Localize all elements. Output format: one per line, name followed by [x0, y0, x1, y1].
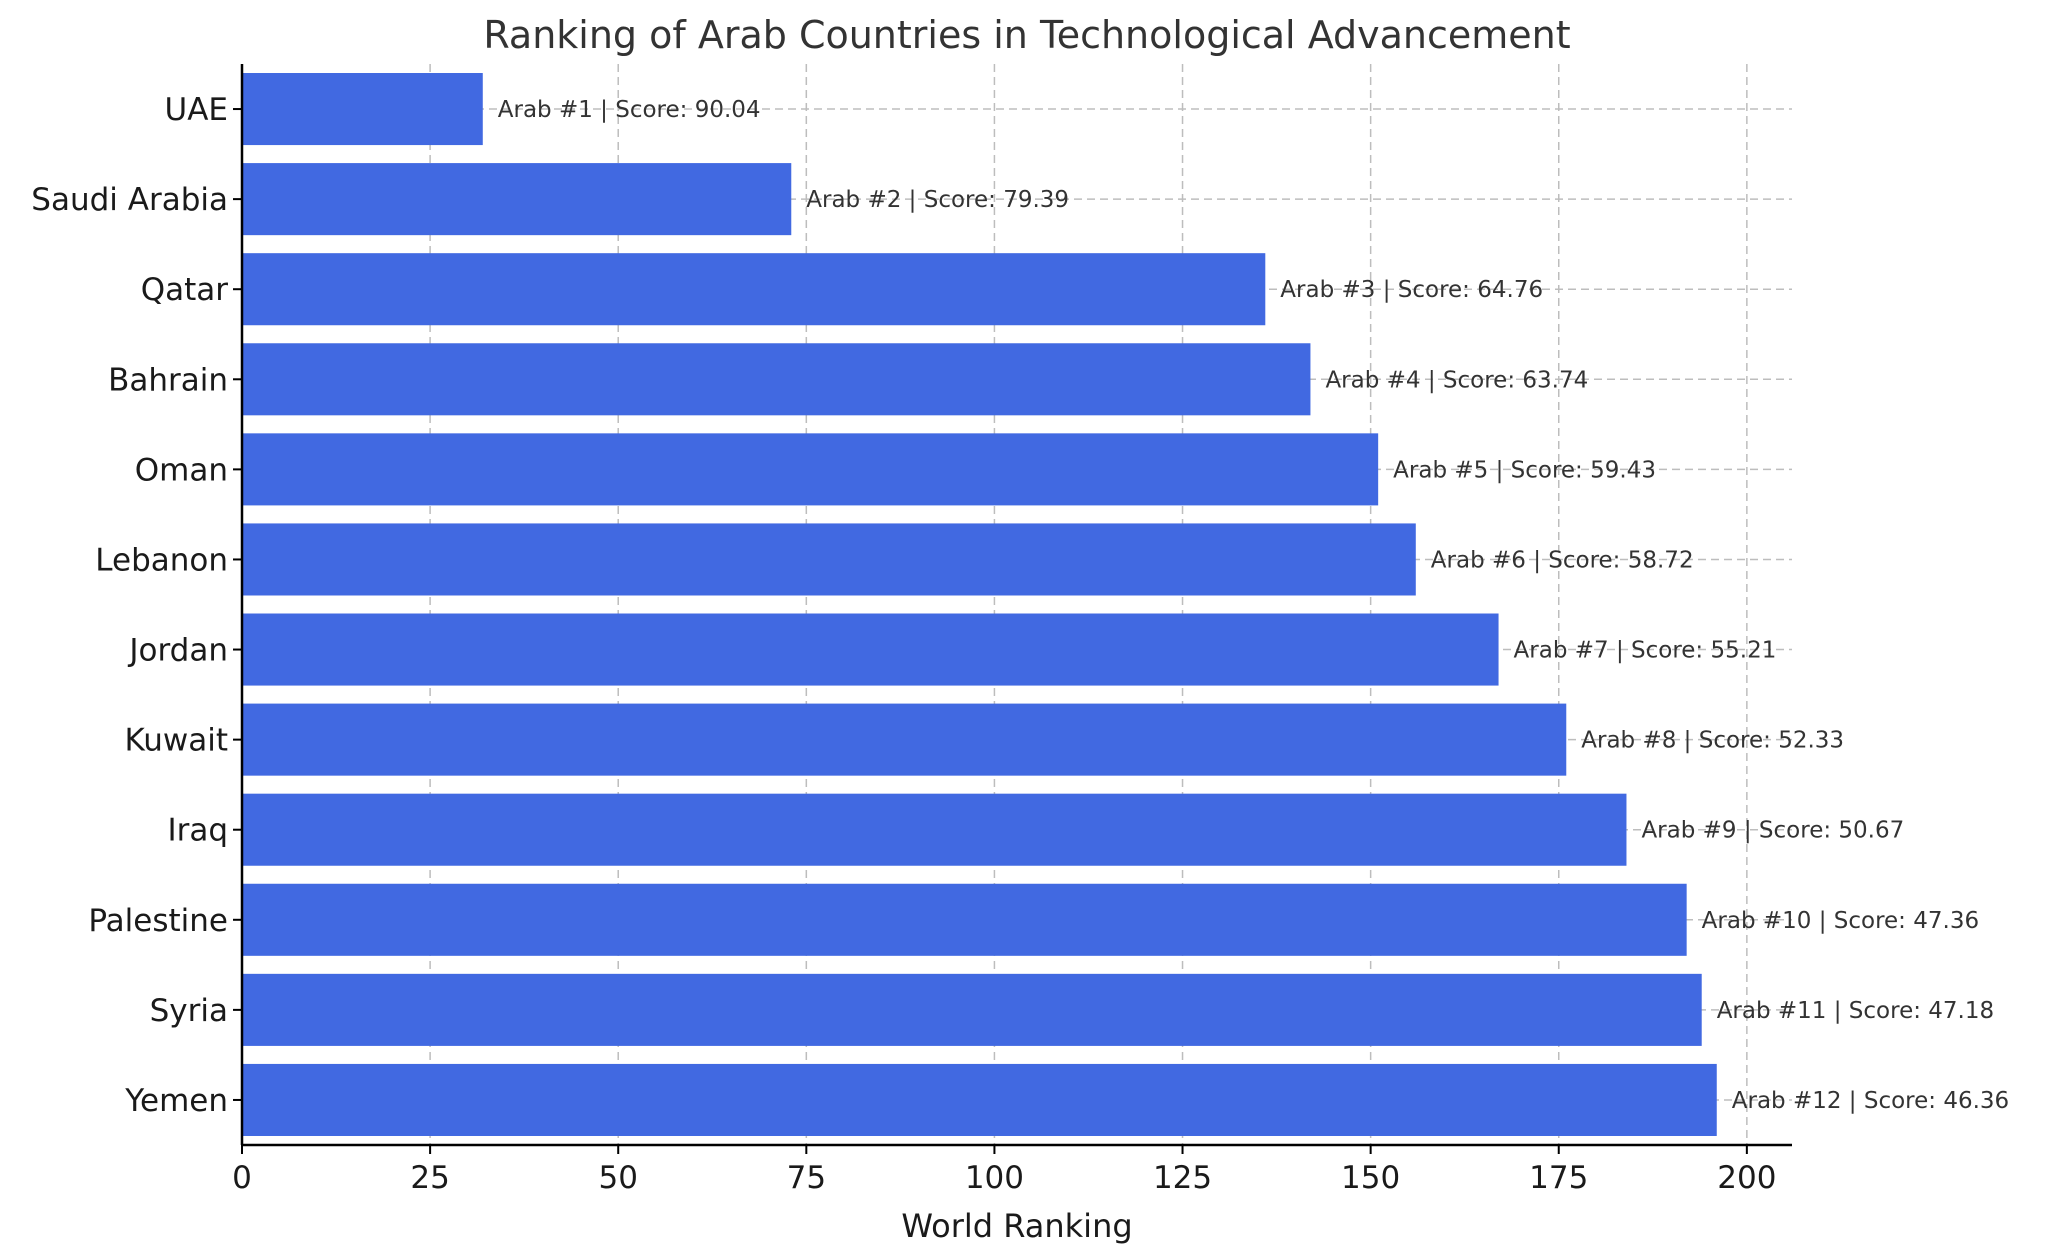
- data-labels: Arab #1 | Score: 90.04 Arab #2 | Score: 7…: [498, 97, 2009, 1114]
- data-label-11: Arab #12 | Score: 46.36: [1732, 1088, 2009, 1114]
- data-label-4: Arab #5 | Score: 59.43: [1393, 457, 1656, 483]
- y-tick-label-lebanon: Lebanon: [95, 542, 228, 578]
- data-label-0: Arab #1 | Score: 90.04: [498, 97, 761, 123]
- y-tick-label-palestine: Palestine: [88, 903, 228, 939]
- y-tick-label-iraq: Iraq: [167, 813, 228, 849]
- y-tick-label-jordan: Jordan: [127, 633, 228, 669]
- y-tick-label-kuwait: Kuwait: [124, 723, 228, 759]
- x-axis-label: World Ranking: [901, 1207, 1132, 1245]
- chart-title: Ranking of Arab Countries in Technologic…: [483, 13, 1570, 57]
- bar-kuwait: [242, 703, 1567, 776]
- data-label-8: Arab #9 | Score: 50.67: [1641, 818, 1904, 844]
- data-label-1: Arab #2 | Score: 79.39: [806, 187, 1069, 213]
- bar-yemen: [242, 1063, 1717, 1136]
- data-label-10: Arab #11 | Score: 47.18: [1717, 998, 1994, 1024]
- bar-uae: [242, 73, 483, 146]
- axes: [240, 64, 1792, 1147]
- data-label-7: Arab #8 | Score: 52.33: [1581, 728, 1844, 754]
- x-tick-label-125: 125: [1153, 1160, 1212, 1196]
- x-tick-label-25: 25: [410, 1160, 449, 1196]
- bar-jordan: [242, 613, 1499, 686]
- data-label-9: Arab #10 | Score: 47.36: [1702, 908, 1979, 934]
- y-tick-label-syria: Syria: [150, 993, 228, 1029]
- x-tick-label-175: 175: [1529, 1160, 1588, 1196]
- y-tick-label-uae: UAE: [165, 92, 228, 128]
- x-tick-label-150: 150: [1341, 1160, 1400, 1196]
- bar-palestine: [242, 883, 1687, 956]
- bar-saudi-arabia: [242, 163, 792, 236]
- bar-qatar: [242, 253, 1266, 326]
- bar-lebanon: [242, 523, 1416, 596]
- x-tick-label-0: 0: [232, 1160, 252, 1196]
- bar-oman: [242, 433, 1379, 506]
- bar-syria: [242, 973, 1702, 1046]
- bar-iraq: [242, 793, 1627, 866]
- y-tick-label-yemen: Yemen: [124, 1083, 228, 1119]
- data-label-2: Arab #3 | Score: 64.76: [1280, 277, 1543, 303]
- x-tick-label-100: 100: [965, 1160, 1024, 1196]
- data-label-5: Arab #6 | Score: 58.72: [1431, 547, 1694, 573]
- y-tick-label-bahrain: Bahrain: [108, 362, 228, 398]
- y-tick-label-qatar: Qatar: [141, 272, 229, 308]
- y-axis-ticks: UAE Saudi Arabia Qatar Bahrain Oman Lebanon Jo…: [31, 92, 242, 1119]
- bars: [242, 73, 1717, 1136]
- data-label-3: Arab #4 | Score: 63.74: [1325, 367, 1588, 393]
- x-axis-ticks: 0 25 50 75 100 125 150 175 200: [232, 1145, 1776, 1196]
- x-tick-label-200: 200: [1717, 1160, 1776, 1196]
- bar-bahrain: [242, 343, 1311, 416]
- y-tick-label-oman: Oman: [135, 452, 228, 488]
- x-tick-label-50: 50: [598, 1160, 637, 1196]
- x-tick-label-75: 75: [787, 1160, 826, 1196]
- y-tick-label-saudi-arabia: Saudi Arabia: [31, 182, 228, 218]
- data-label-6: Arab #7 | Score: 55.21: [1514, 638, 1777, 664]
